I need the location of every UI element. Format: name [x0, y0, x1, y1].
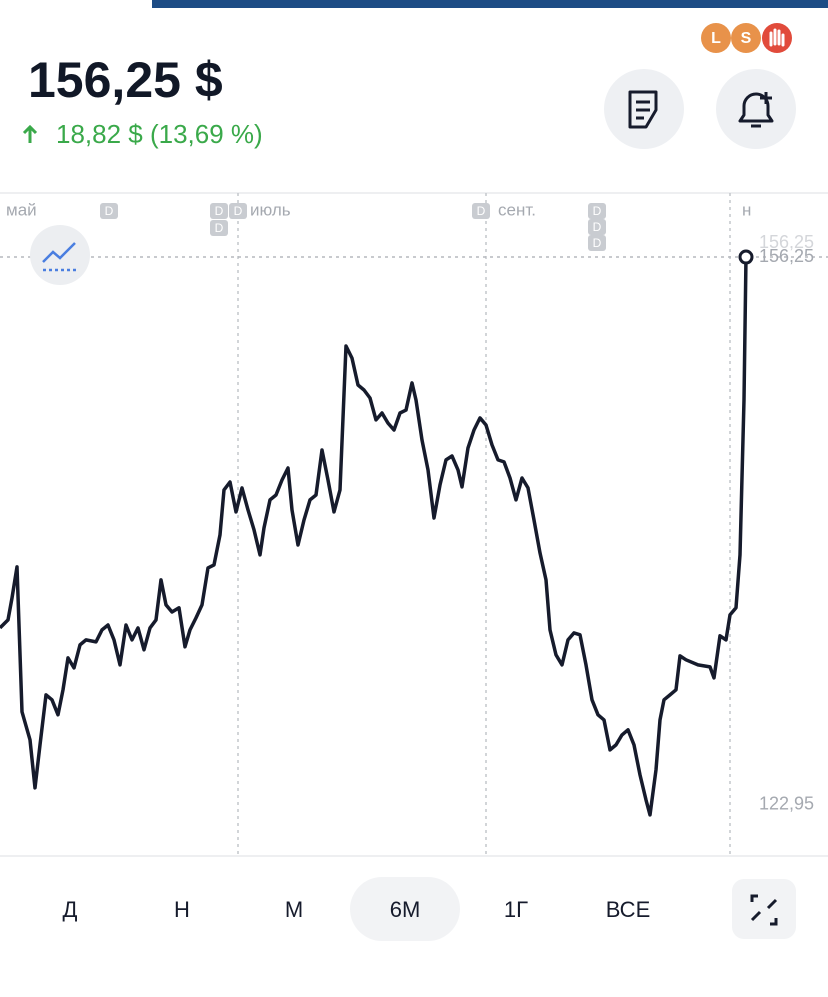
bell-icon	[738, 92, 774, 128]
avatar	[762, 23, 792, 53]
period-tab[interactable]: М	[285, 897, 303, 922]
event-badge	[588, 219, 606, 235]
price-annotation: 156,25	[759, 232, 814, 252]
alert-button[interactable]	[716, 69, 796, 149]
avatar-label: S	[741, 30, 752, 47]
period-tab[interactable]: 6М	[390, 897, 421, 922]
event-badge	[210, 203, 228, 219]
y-tick-label: 156,25	[759, 246, 814, 266]
avatar	[701, 23, 731, 53]
x-tick-label: май	[6, 200, 37, 219]
event-badge	[588, 235, 606, 251]
event-badge-label: D	[593, 220, 602, 234]
hand-icon	[769, 28, 785, 47]
event-badge	[588, 203, 606, 219]
x-tick-label: н	[742, 200, 751, 219]
period-tab[interactable]: Д	[63, 897, 78, 922]
indicator-button[interactable]	[30, 225, 90, 285]
period-tab[interactable]: Н	[174, 897, 190, 922]
event-badge-label: D	[593, 236, 602, 250]
event-badge-label: D	[593, 204, 602, 218]
period-tab[interactable]: ВСЕ	[606, 897, 651, 922]
price: 156,25 $	[28, 52, 223, 108]
period-tabs: Д Н М 6М 1Г ВСЕ	[63, 877, 651, 941]
fullscreen-button[interactable]	[732, 879, 796, 939]
last-point	[738, 249, 754, 265]
fullscreen-icon	[750, 894, 778, 926]
price-line	[0, 256, 748, 817]
price-change: 18,82 $ (13,69 %)	[56, 119, 263, 149]
event-badge	[229, 203, 247, 219]
top-bar-segment	[0, 0, 152, 8]
top-bar	[0, 0, 828, 8]
event-badge-label: D	[234, 204, 243, 218]
avatar-label: L	[711, 30, 721, 47]
event-badge-label: D	[215, 204, 224, 218]
x-tick-label: сент.	[498, 200, 536, 219]
notes-icon	[628, 90, 658, 129]
selected-tab	[350, 877, 460, 941]
up-arrow	[22, 124, 38, 143]
event-badge-label: D	[215, 221, 224, 235]
period-tab[interactable]: 1Г	[504, 897, 528, 922]
indicator-icon	[42, 242, 76, 263]
event-badge	[210, 220, 228, 236]
event-badge	[472, 203, 490, 219]
avatar	[731, 23, 761, 53]
y-tick-label: 122,95	[759, 794, 814, 814]
x-tick-label: июль	[250, 200, 291, 219]
event-badge-label: D	[105, 204, 114, 218]
event-badge	[100, 203, 118, 219]
event-badge-label: D	[477, 204, 486, 218]
